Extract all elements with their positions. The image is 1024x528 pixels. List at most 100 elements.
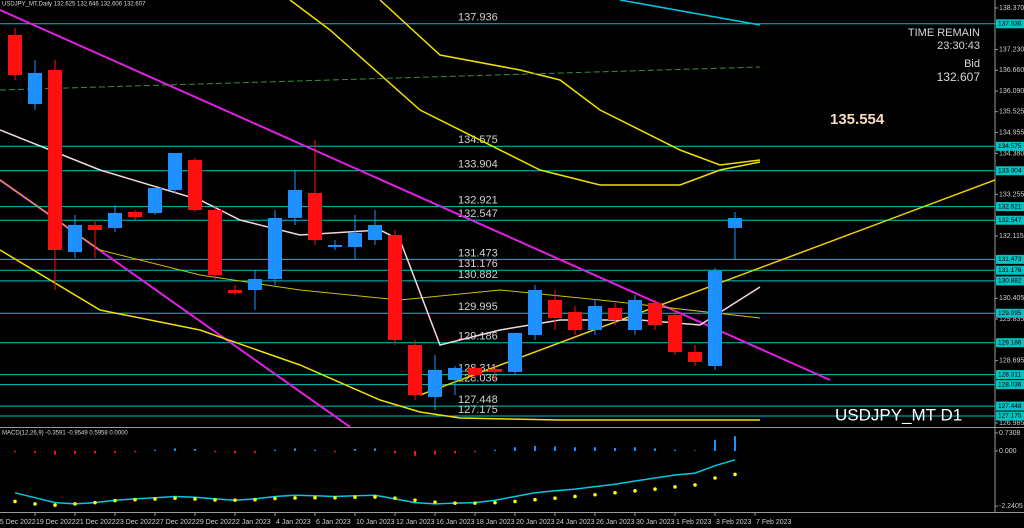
overlay-line [619, 0, 761, 26]
x-tick-label: 1 Feb 2023 [676, 519, 712, 526]
macd-histogram-bar [234, 450, 236, 454]
level-label: 130.882 [458, 269, 498, 281]
candle-body [528, 289, 542, 335]
candle-body [68, 224, 82, 252]
candle-body [8, 34, 22, 75]
macd-histogram-bar [534, 445, 536, 451]
candle-body [348, 232, 362, 247]
x-tick-label: 29 Dec 2022 [196, 519, 236, 526]
x-tick-label: 19 Dec 2022 [36, 519, 76, 526]
time-remain: 23:30:43 [937, 40, 980, 52]
y-tick-label: 136.090 [999, 88, 1024, 95]
signal-dot [533, 497, 537, 502]
signal-dot [153, 497, 157, 501]
level-axis-label: 131.176 [998, 267, 1022, 274]
candle-body [48, 69, 62, 250]
signal-dot [373, 495, 377, 499]
candle-body [108, 212, 122, 228]
signal-dot [593, 492, 597, 497]
x-tick-label: 20 Jan 2023 [516, 519, 555, 526]
macd-histogram-bar [494, 449, 496, 451]
x-tick-label: 23 Dec 2022 [116, 519, 156, 526]
candle-body [728, 218, 742, 228]
macd-y-tick-label: 0.7308 [999, 430, 1021, 437]
level-axis-label: 132.547 [998, 217, 1022, 224]
signal-dot [433, 500, 437, 504]
signal-dot [73, 502, 77, 506]
y-tick-label: 136.660 [999, 67, 1024, 74]
macd-histogram-bar [314, 449, 316, 451]
y-tick-label: 134.380 [999, 150, 1024, 157]
overlay-line [0, 66, 761, 91]
x-tick-label: 4 Jan 2023 [276, 519, 311, 526]
candle-body [428, 369, 442, 397]
candle-body [408, 344, 422, 395]
level-axis-box [996, 202, 1024, 212]
signal-dot [353, 495, 357, 500]
signal-dot [193, 497, 197, 501]
macd-histogram-bar [514, 447, 516, 451]
candle-body [308, 192, 322, 240]
y-tick-label: 138.370 [999, 5, 1024, 12]
macd-histogram-bar [34, 450, 36, 453]
level-label: 131.473 [458, 247, 498, 259]
main-panel: 137.936 134.575 133.904 132.921 132.547 131.4… [0, 0, 995, 427]
level-axis-label: 129.995 [998, 310, 1022, 317]
level-axis-label: 130.882 [998, 278, 1022, 285]
signal-dot [573, 494, 577, 499]
y-tick-label: 126.985 [999, 420, 1024, 427]
level-axis-box [996, 254, 1024, 264]
level-axis-label: 129.186 [998, 339, 1022, 346]
signal-dot [273, 496, 277, 501]
level-axis-label: 132.921 [998, 203, 1022, 210]
x-tick-label: 30 Jan 2023 [636, 519, 675, 526]
overlay-line [289, 0, 761, 186]
price-annotation: 135.554 [830, 111, 885, 128]
macd-histogram-bar [474, 450, 476, 453]
level-axis-box [996, 276, 1024, 286]
level-axis-box [996, 141, 1024, 151]
signal-dot [613, 490, 617, 495]
time-remain-label: TIME REMAIN [908, 27, 980, 39]
level-label: 127.175 [458, 404, 498, 416]
level-axis-label: 131.473 [998, 256, 1022, 263]
bid-price: 132.607 [937, 70, 981, 84]
candle-body [508, 332, 522, 372]
signal-dot [293, 496, 297, 500]
x-tick-label: 26 Jan 2023 [596, 519, 635, 526]
candle-body [328, 244, 342, 247]
signal-dot [633, 489, 637, 493]
x-tick-label: 6 Jan 2023 [316, 519, 351, 526]
level-axis-box [996, 380, 1024, 390]
overlay-line [0, 249, 760, 421]
signal-dot [13, 499, 17, 504]
macd-y-tick-label: -2.2405 [999, 503, 1023, 510]
candle-body [668, 314, 682, 352]
candle-body [648, 302, 662, 325]
level-axis-box [996, 265, 1024, 275]
macd-histogram-bar [694, 450, 696, 451]
level-label: 128.036 [458, 373, 498, 385]
macd-histogram-bar [414, 450, 416, 456]
bid-label: Bid [964, 58, 980, 70]
y-tick-label: 129.835 [999, 316, 1024, 323]
macd-histogram-bar [654, 448, 656, 451]
overlay-line [0, 9, 831, 381]
macd-panel [13, 436, 737, 507]
candle-body [368, 224, 382, 240]
level-axis-box [996, 215, 1024, 225]
y-tick-label: 128.695 [999, 357, 1024, 364]
candle-body [248, 278, 262, 290]
candle-body [228, 289, 242, 293]
signal-dot [693, 483, 697, 487]
x-tick-label: 18 Jan 2023 [476, 519, 515, 526]
level-label: 129.995 [458, 301, 498, 313]
y-tick-label: 135.525 [999, 109, 1024, 116]
axes: 138.370 137.230 136.660 136.090 135.525 134.9… [0, 5, 1024, 526]
candle-body [628, 299, 642, 330]
macd-histogram-bar [294, 448, 296, 451]
signal-dot [453, 501, 457, 505]
macd-histogram-bar [574, 447, 576, 451]
candle-body [28, 72, 42, 104]
signal-dot [713, 476, 717, 480]
